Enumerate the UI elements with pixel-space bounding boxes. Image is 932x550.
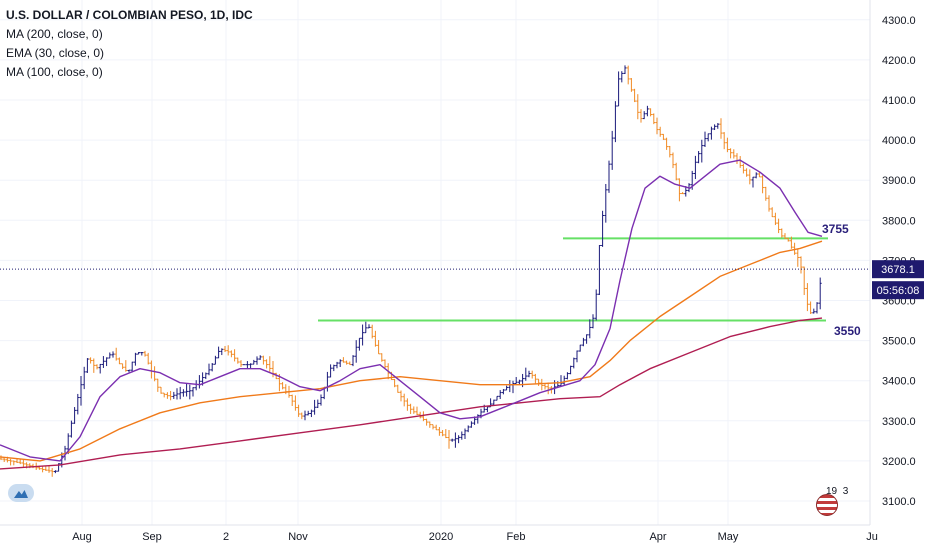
legend-ma100[interactable]: MA (100, close, 0): [6, 65, 103, 79]
y-tick-label: 3900.0: [882, 175, 916, 187]
moving-average-lines: [0, 159, 823, 470]
support-resistance-lines: 3755 3550: [318, 222, 861, 338]
x-tick-label: Apr: [649, 531, 666, 543]
x-tick-label: Aug: [72, 531, 92, 543]
countdown-tag: [872, 281, 924, 300]
grid-lines: [0, 0, 870, 525]
tradingview-logo-icon[interactable]: [8, 484, 34, 502]
ema-line: [0, 240, 823, 462]
last-price-value: 3678.1: [881, 264, 915, 276]
price-series: [0, 65, 822, 477]
x-tick-label: Ju: [866, 531, 878, 543]
x-tick-label: Sep: [142, 531, 162, 543]
level-label: 3755: [822, 222, 849, 236]
y-tick-label: 4200.0: [882, 55, 916, 67]
events-badge[interactable]: 19 3: [812, 486, 852, 516]
us-flag-icon: [816, 494, 838, 516]
y-tick-label: 3200.0: [882, 456, 916, 468]
legend-ma200[interactable]: MA (200, close, 0): [6, 27, 103, 41]
countdown-value: 05:56:08: [877, 285, 920, 297]
last-price-tag: [872, 260, 924, 279]
y-tick-label: 3100.0: [882, 496, 916, 508]
y-tick-label: 4000.0: [882, 135, 916, 147]
y-tick-label: 4300.0: [882, 15, 916, 27]
x-tick-label: Nov: [288, 531, 308, 543]
y-tick-label: 3400.0: [882, 376, 916, 388]
time-axis[interactable]: Aug Sep 2 Nov 2020 Feb Apr May Ju: [72, 531, 878, 543]
price-tags: 3678.1 05:56:08: [0, 260, 924, 300]
y-tick-label: 3800.0: [882, 215, 916, 227]
x-tick-label: Feb: [507, 531, 526, 543]
events-count: 19 3: [826, 486, 849, 497]
x-tick-label: May: [718, 531, 739, 543]
chart-legend: U.S. DOLLAR / COLOMBIAN PESO, 1D, IDC MA…: [6, 6, 253, 82]
y-tick-label: 3500.0: [882, 336, 916, 348]
price-axis[interactable]: 3100.03200.03300.03400.03500.03600.03700…: [882, 15, 916, 508]
legend-title[interactable]: U.S. DOLLAR / COLOMBIAN PESO, 1D, IDC: [6, 8, 253, 22]
ma200-line: [0, 317, 823, 470]
y-tick-label: 4100.0: [882, 95, 916, 107]
y-tick-label: 3300.0: [882, 416, 916, 428]
ma30-line: [0, 159, 823, 462]
x-tick-label: 2020: [429, 531, 453, 543]
legend-ema30[interactable]: EMA (30, close, 0): [6, 46, 105, 60]
x-tick-label: 2: [223, 531, 229, 543]
level-label: 3550: [834, 324, 861, 338]
